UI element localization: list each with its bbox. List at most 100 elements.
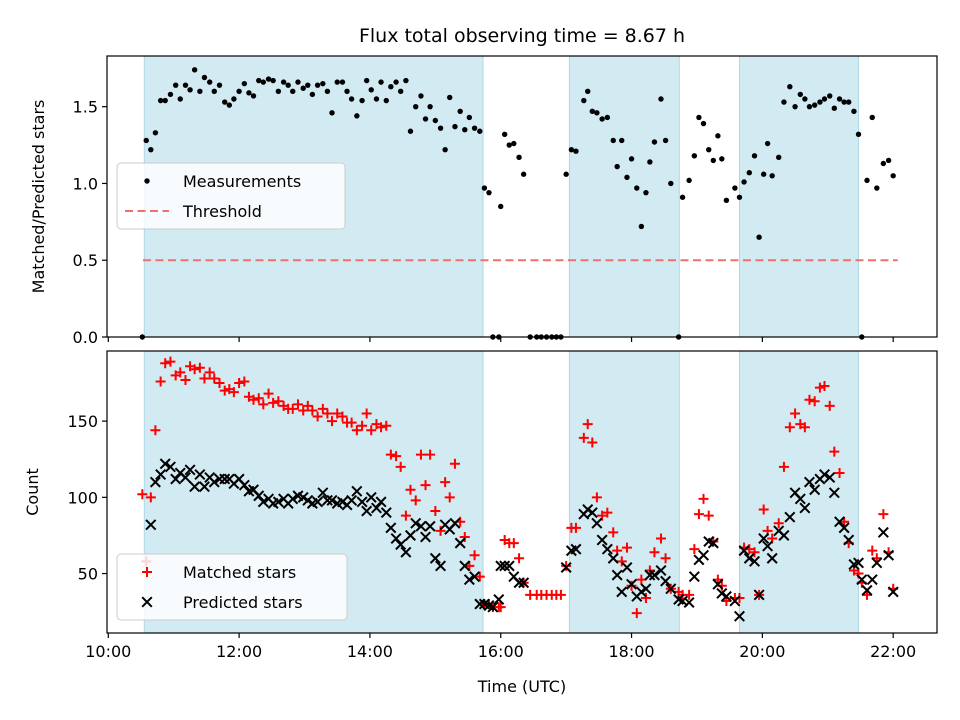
measurements-point xyxy=(280,79,287,85)
predicted-stars-point xyxy=(644,569,656,581)
predicted-stars-point xyxy=(794,493,806,505)
count-y-axis-label: Count xyxy=(23,468,42,516)
predicted-stars-point xyxy=(469,571,481,583)
predicted-stars-point xyxy=(560,561,572,573)
measurements-point xyxy=(329,110,335,116)
matched-stars-point xyxy=(317,403,328,414)
predicted-stars-point xyxy=(861,584,873,596)
measurements-point xyxy=(437,125,444,131)
measurements-point xyxy=(841,99,847,105)
matched-stars-point xyxy=(636,574,647,585)
predicted-stars-point xyxy=(518,577,530,589)
matched-stars-point xyxy=(809,396,820,407)
predicted-stars-point xyxy=(145,519,157,531)
count-legend: Matched stars Predicted stars xyxy=(116,553,348,621)
measurements-point xyxy=(634,185,640,191)
measurements-point xyxy=(320,80,326,87)
measurements-point xyxy=(589,108,596,114)
predicted-stars-point xyxy=(871,557,883,569)
predicted-stars-point xyxy=(415,520,427,532)
predicted-stars-point xyxy=(720,590,732,602)
matched-stars-point xyxy=(578,432,589,443)
measurements-point xyxy=(187,87,193,93)
measurements-point xyxy=(206,79,213,85)
measurements-point xyxy=(339,79,346,85)
measurements-point xyxy=(764,140,771,147)
legend-label: Predicted stars xyxy=(183,593,303,612)
predicted-stars-point xyxy=(616,586,628,598)
y-tick-label: 0.0 xyxy=(73,328,98,347)
legend-box xyxy=(116,162,346,230)
predicted-stars-point xyxy=(317,487,329,499)
matched-stars-point xyxy=(351,425,362,436)
predicted-stars-point xyxy=(611,569,623,581)
matched-stars-point xyxy=(357,420,368,431)
measurements-point xyxy=(275,88,282,95)
predicted-stars-point xyxy=(818,468,831,480)
matched-stars-point xyxy=(175,367,186,378)
observing-window-3 xyxy=(739,56,859,337)
matched-stars-point xyxy=(703,510,714,521)
predicted-stars-point xyxy=(272,496,284,508)
matched-stars-point xyxy=(268,397,279,408)
y-tick-label: 0.5 xyxy=(73,251,98,270)
measurements-point xyxy=(462,127,468,133)
measurements-point xyxy=(373,96,380,102)
predicted-stars-point xyxy=(380,507,392,519)
measurements-point xyxy=(397,88,404,95)
matched-stars-point xyxy=(591,492,602,503)
matched-stars-point xyxy=(298,405,309,416)
matched-stars-point xyxy=(444,492,455,503)
measurements-point xyxy=(563,171,569,177)
predicted-stars-point xyxy=(474,598,486,610)
matched-stars-point xyxy=(258,399,269,410)
measurements-point xyxy=(573,148,579,154)
observing-windows xyxy=(143,351,860,633)
ratio-panel: 0.0 0.5 1.0 1.5 Matched/Predicted stars Mea… xyxy=(29,55,938,347)
matched-stars-point xyxy=(495,602,506,613)
matched-stars-point xyxy=(440,477,451,488)
measurements-point xyxy=(604,114,611,121)
x-tick-label: 14:00 xyxy=(347,642,393,661)
measurements-point xyxy=(388,84,394,90)
matched-stars-point xyxy=(784,422,795,433)
measurements-point xyxy=(418,93,424,99)
matched-stars-point xyxy=(415,449,426,460)
measurements-point xyxy=(696,114,702,121)
measurements-point xyxy=(305,82,311,88)
predicted-stars-point xyxy=(179,472,191,484)
predicted-stars-point xyxy=(361,505,373,517)
x-axis-label: Time (UTC) xyxy=(477,677,566,696)
measurements-point xyxy=(466,114,473,121)
measurements-point xyxy=(594,110,600,116)
predicted-stars-point xyxy=(390,532,402,544)
observing-windows xyxy=(143,56,860,337)
predicted-stars-point xyxy=(219,473,231,485)
x-tick-label: 16:00 xyxy=(478,642,524,661)
ratio-axis-ticks: 0.0 0.5 1.0 1.5 xyxy=(73,98,894,347)
y-tick-label: 100 xyxy=(67,488,98,507)
matched-stars-point xyxy=(312,411,323,422)
matched-stars-point xyxy=(287,403,298,414)
predicted-stars-point xyxy=(570,543,582,555)
measurements-point xyxy=(643,189,649,196)
measurements-point xyxy=(162,97,168,104)
predicted-stars-point xyxy=(194,468,206,480)
matched-stars-point xyxy=(631,608,642,619)
predicted-stars-point xyxy=(159,458,171,470)
matched-stars-point xyxy=(150,425,161,436)
matched-stars-point xyxy=(570,522,581,533)
predicted-stars-point xyxy=(834,516,846,528)
predicted-stars-point xyxy=(404,529,416,541)
measurements-point xyxy=(821,96,828,102)
measurements-point xyxy=(751,153,758,159)
matched-stars-point xyxy=(758,504,769,515)
matched-stars-point xyxy=(799,422,810,433)
measurements-point xyxy=(855,131,862,138)
matched-stars-point xyxy=(337,411,348,422)
measurements-point xyxy=(691,153,698,159)
measurements-point xyxy=(797,91,804,98)
predicted-stars-point xyxy=(648,569,660,581)
measurements-point xyxy=(265,76,272,82)
predicted-stars-point xyxy=(626,578,638,590)
